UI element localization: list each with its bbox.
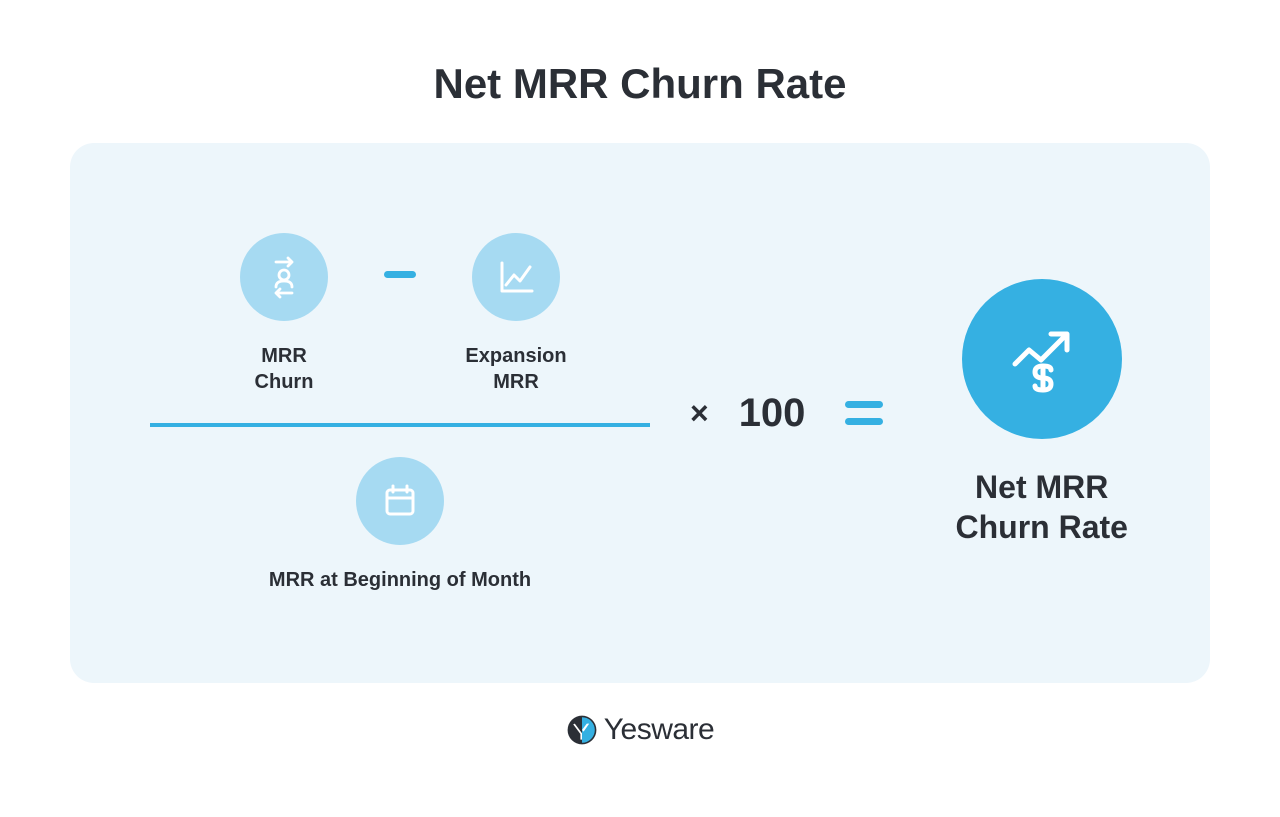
trending-dollar-icon bbox=[962, 279, 1122, 439]
fraction-group: MRR Churn Expansion MRR bbox=[150, 233, 650, 593]
term-mrr-churn-label: MRR Churn bbox=[255, 343, 314, 395]
brand-name: Yesware bbox=[604, 713, 714, 747]
calendar-icon bbox=[356, 457, 444, 545]
denominator: MRR at Beginning of Month bbox=[269, 457, 531, 593]
term-expansion-mrr: Expansion MRR bbox=[446, 233, 586, 395]
brand-footer: Yesware bbox=[566, 713, 714, 747]
numerator: MRR Churn Expansion MRR bbox=[214, 233, 586, 395]
term-expansion-mrr-label: Expansion MRR bbox=[465, 343, 566, 395]
line-chart-icon bbox=[472, 233, 560, 321]
result-label: Net MRR Churn Rate bbox=[955, 467, 1127, 547]
result-group: Net MRR Churn Rate bbox=[933, 279, 1150, 547]
term-mrr-churn: MRR Churn bbox=[214, 233, 354, 395]
page-title: Net MRR Churn Rate bbox=[433, 60, 846, 108]
fraction-divider bbox=[150, 423, 650, 427]
user-exchange-icon bbox=[240, 233, 328, 321]
formula-panel: MRR Churn Expansion MRR bbox=[70, 143, 1210, 683]
multiply-symbol: × bbox=[690, 395, 709, 432]
denominator-label: MRR at Beginning of Month bbox=[269, 567, 531, 593]
minus-operator bbox=[384, 271, 416, 278]
yesware-logo-icon bbox=[566, 714, 598, 746]
multiplier-value: 100 bbox=[739, 391, 806, 436]
equals-symbol bbox=[845, 401, 883, 425]
